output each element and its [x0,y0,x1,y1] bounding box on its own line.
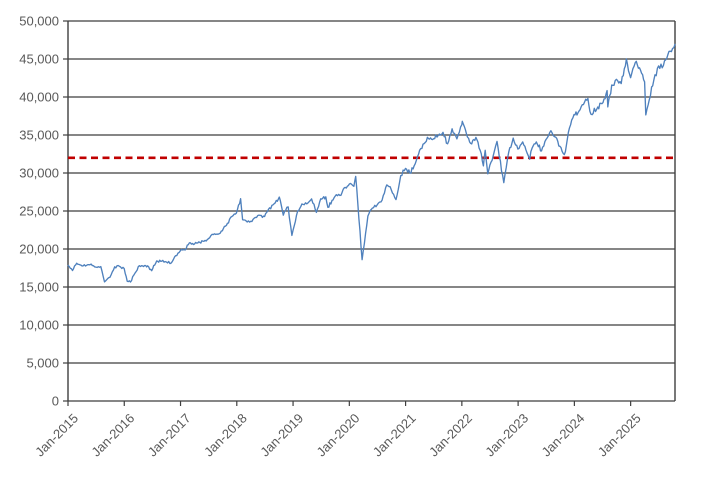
x-axis-label: Jan-2024 [539,411,588,460]
x-axis-label: Jan-2022 [426,411,475,460]
x-axis-label: Jan-2015 [32,411,81,460]
y-axis-label: 15,000 [19,280,59,295]
x-axis-label: Jan-2016 [88,411,137,460]
series-line [67,43,676,283]
y-axis-label: 25,000 [19,204,59,219]
y-axis-label: 40,000 [19,90,59,105]
x-axis-label: Jan-2023 [482,411,531,460]
x-axis-label: Jan-2017 [145,411,194,460]
y-axis-label: 30,000 [19,166,59,181]
y-axis-label: 10,000 [19,318,59,333]
y-axis-label: 20,000 [19,242,59,257]
x-axis-label: Jan-2019 [257,411,306,460]
y-axis-label: 50,000 [19,14,59,29]
x-axis-label: Jan-2025 [595,411,644,460]
x-axis-label: Jan-2018 [201,411,250,460]
x-axis-label: Jan-2021 [370,411,419,460]
y-axis-label: 45,000 [19,52,59,67]
y-axis-label: 0 [52,394,59,409]
y-axis-label: 5,000 [26,356,59,371]
x-axis-label: Jan-2020 [313,411,362,460]
y-axis-label: 35,000 [19,128,59,143]
